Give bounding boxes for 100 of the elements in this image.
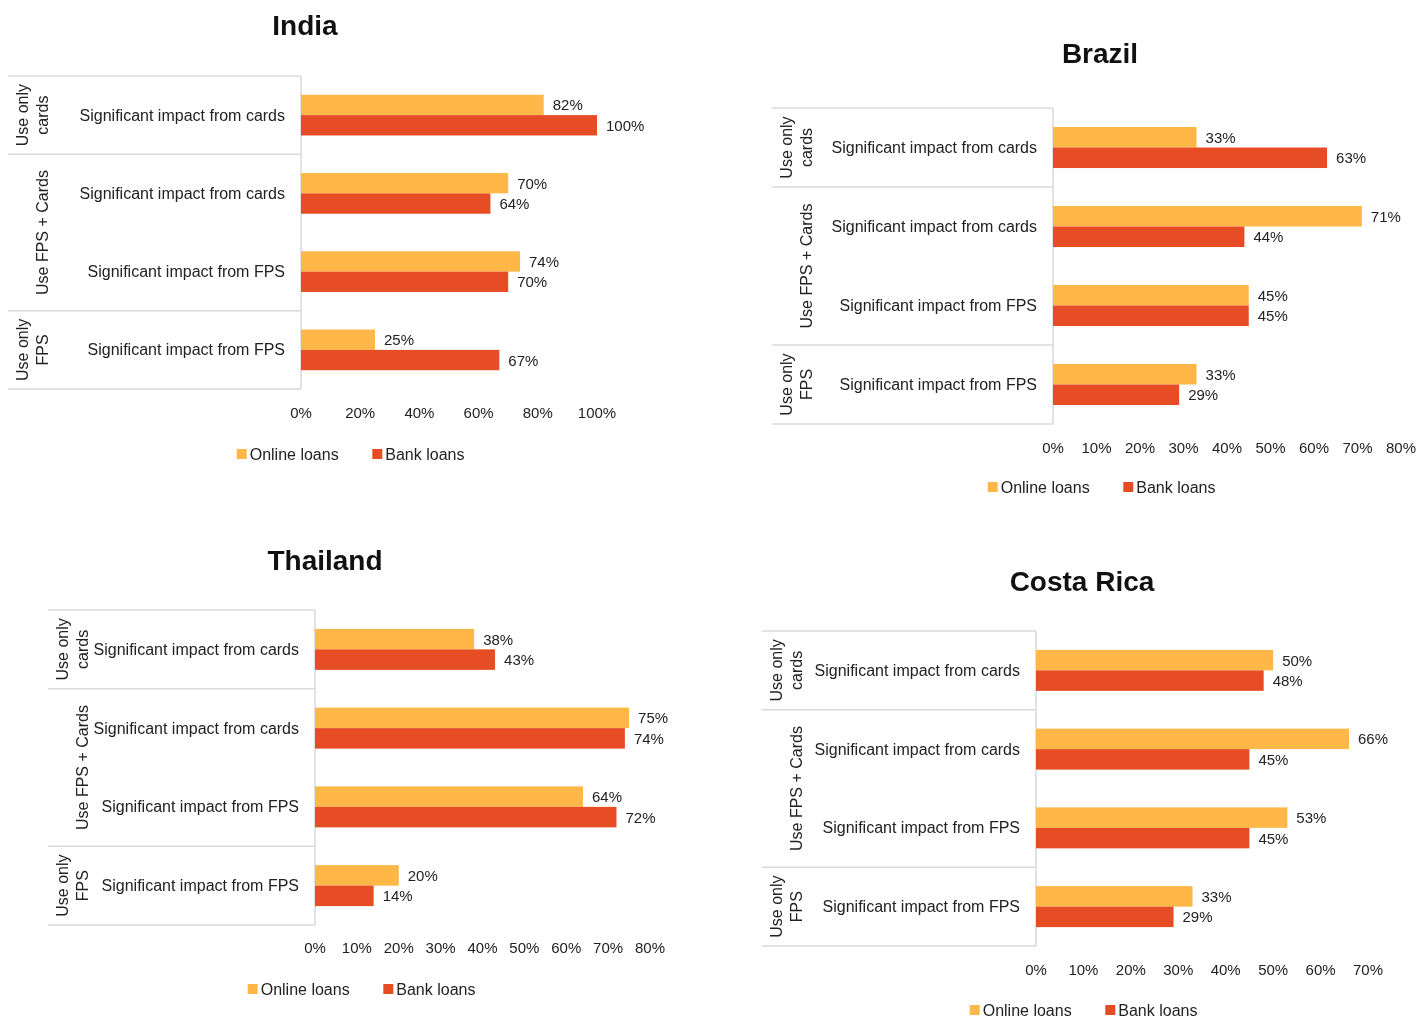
bar xyxy=(315,806,617,828)
data-label: 75% xyxy=(638,709,669,727)
x-tick-label: 40% xyxy=(1210,960,1241,978)
x-tick-label: 20% xyxy=(1124,438,1156,456)
x-tick-label: 60% xyxy=(551,938,582,956)
legend-label: Online loans xyxy=(260,980,350,998)
x-tick-label: 0% xyxy=(1042,438,1064,456)
y-tick-label: Significant impact from FPS xyxy=(87,341,285,359)
data-label: 20% xyxy=(407,866,438,884)
data-label: 29% xyxy=(1182,908,1213,926)
text: Use only FPS xyxy=(13,318,51,381)
bar xyxy=(301,173,509,194)
y-tick-label: Significant impact from FPS xyxy=(839,376,1037,393)
legend-label: Online loans xyxy=(982,1001,1072,1018)
bar xyxy=(1053,284,1249,306)
bar xyxy=(301,329,375,350)
text: Use only cards xyxy=(53,618,91,681)
legend-label: Bank loans xyxy=(1118,1001,1198,1018)
x-tick-label: 50% xyxy=(509,938,540,956)
x-tick-label: 40% xyxy=(1211,438,1243,456)
bar xyxy=(315,649,496,670)
bar xyxy=(315,865,399,886)
x-tick-label: 40% xyxy=(467,938,498,956)
x-tick-label: 30% xyxy=(1163,960,1194,978)
data-label: 33% xyxy=(1201,887,1232,905)
bar xyxy=(301,193,491,214)
data-label: 63% xyxy=(1336,149,1367,167)
y-tick-label: Significant impact from cards xyxy=(93,640,299,658)
x-tick-label: 30% xyxy=(1168,438,1199,456)
x-tick-label: 60% xyxy=(1298,438,1330,456)
text: Use only cards xyxy=(777,116,815,179)
text: Use only cards xyxy=(13,84,51,147)
y-tick-label: Significant impact from FPS xyxy=(839,297,1037,314)
chart-title: Brazil xyxy=(1061,37,1139,69)
bar xyxy=(1036,749,1250,770)
data-label: 43% xyxy=(504,651,535,669)
x-tick-label: 40% xyxy=(404,403,435,421)
text: Use only FPS xyxy=(53,854,91,917)
x-tick-label: 80% xyxy=(522,403,553,421)
data-label: 50% xyxy=(1282,651,1313,669)
y-tick-label: Significant impact from cards xyxy=(814,740,1020,758)
legend-label: Online loans xyxy=(249,445,339,463)
data-label: 100% xyxy=(606,116,645,134)
bar xyxy=(1036,906,1174,928)
chart-title: Costa Rica xyxy=(1009,565,1155,597)
bar xyxy=(1053,226,1245,248)
y-tick-label: Significant impact from cards xyxy=(831,218,1037,235)
x-tick-label: 10% xyxy=(1068,960,1099,978)
x-tick-label: 70% xyxy=(1342,438,1373,456)
y-tick-label: Significant impact from cards xyxy=(93,719,299,737)
data-label: 66% xyxy=(1358,730,1389,748)
y-tick-label: Significant impact from FPS xyxy=(101,798,299,816)
bar xyxy=(1036,807,1288,828)
text: Use FPS + Cards xyxy=(33,170,51,295)
data-label: 29% xyxy=(1188,386,1219,404)
data-label: 64% xyxy=(499,195,530,213)
bar xyxy=(315,728,625,749)
y-tick-label: Significant impact from cards xyxy=(814,661,1020,679)
legend-label: Bank loans xyxy=(1136,478,1216,496)
x-tick-label: 80% xyxy=(634,938,666,956)
x-tick-label: 30% xyxy=(425,938,456,956)
x-tick-label: 60% xyxy=(1305,960,1336,978)
x-tick-label: 70% xyxy=(593,938,624,956)
text: Use FPS + Cards xyxy=(787,726,805,851)
x-tick-label: 50% xyxy=(1258,960,1289,978)
bar xyxy=(301,271,509,292)
data-label: 14% xyxy=(382,887,413,905)
legend-label: Online loans xyxy=(1000,478,1090,496)
y-tick-label: Significant impact from FPS xyxy=(822,898,1020,916)
data-label: 64% xyxy=(592,788,623,806)
data-label: 72% xyxy=(625,808,656,826)
data-label: 74% xyxy=(633,729,664,747)
bar xyxy=(1053,147,1328,169)
data-label: 33% xyxy=(1205,128,1236,146)
chart-title: India xyxy=(272,9,339,41)
legend-label: Bank loans xyxy=(396,980,476,998)
y-tick-label: Significant impact from cards xyxy=(79,106,285,124)
x-tick-label: 0% xyxy=(1025,960,1047,978)
text: Use only FPS xyxy=(767,875,805,938)
data-label: 45% xyxy=(1258,829,1289,847)
text: Use only cards xyxy=(767,639,805,702)
data-label: 53% xyxy=(1296,809,1327,827)
data-label: 45% xyxy=(1257,307,1288,325)
bar xyxy=(1053,305,1249,327)
bar xyxy=(1036,886,1193,907)
bar xyxy=(301,349,500,371)
bar xyxy=(1053,205,1362,227)
bar xyxy=(1053,126,1197,148)
x-tick-label: 50% xyxy=(1255,438,1286,456)
x-tick-label: 60% xyxy=(463,403,494,421)
y-tick-label: Significant impact from cards xyxy=(79,184,285,202)
text: Use FPS + Cards xyxy=(73,705,91,830)
bar xyxy=(301,251,521,272)
bar xyxy=(1036,670,1264,691)
x-tick-label: 100% xyxy=(577,403,617,421)
text: Use only FPS xyxy=(777,353,815,416)
bar xyxy=(315,707,630,729)
data-label: 45% xyxy=(1257,286,1288,304)
data-label: 70% xyxy=(517,174,548,192)
bar xyxy=(1036,728,1350,750)
